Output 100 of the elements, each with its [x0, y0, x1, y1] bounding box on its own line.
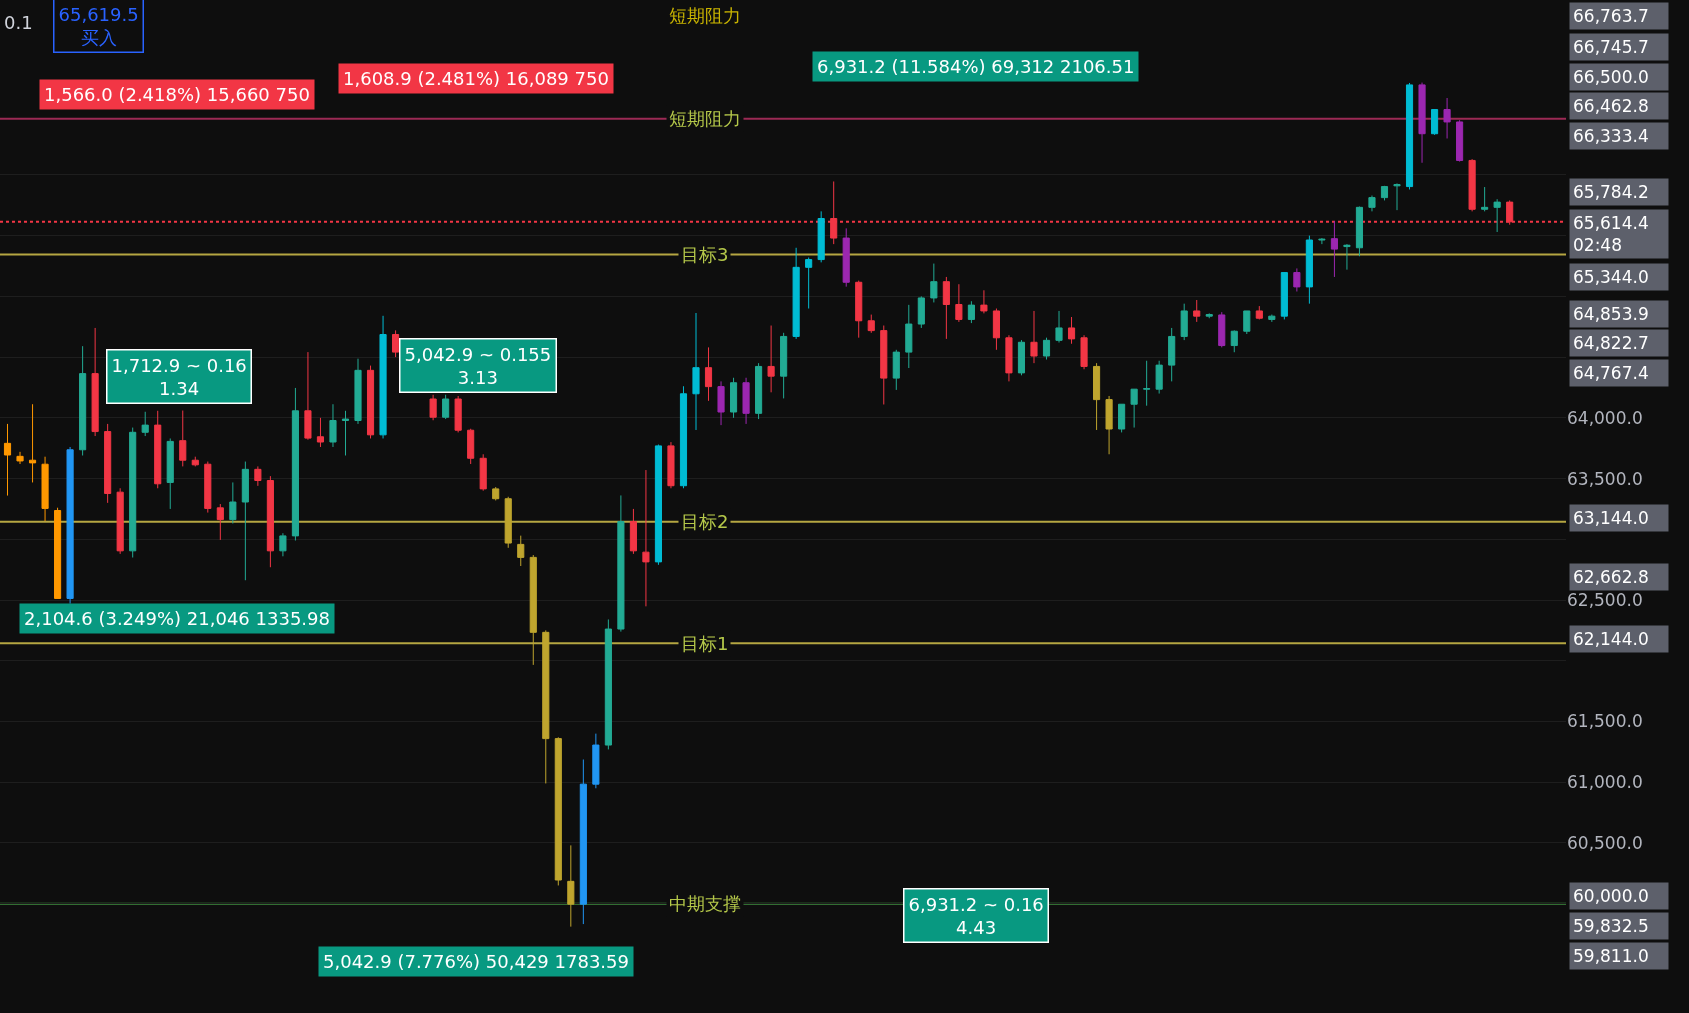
candlestick [930, 263, 938, 303]
annotation: 5,042.9 ~ 0.155 3.13 [404, 343, 552, 388]
candlestick [805, 257, 813, 310]
text: 66,333.4 [1573, 126, 1649, 146]
ref-line-label: 中期支撑 [669, 893, 741, 914]
candlestick [1218, 311, 1226, 348]
candlestick [79, 345, 87, 456]
candlestick [91, 327, 99, 437]
candlestick [1055, 310, 1063, 344]
candlestick [1280, 271, 1288, 320]
candlestick [955, 283, 963, 323]
candlestick [880, 325, 888, 405]
candlestick [717, 380, 725, 426]
candlestick [3, 423, 12, 497]
candlestick [492, 486, 500, 501]
candlestick [1343, 243, 1351, 271]
candlestick [104, 423, 112, 504]
candlestick [742, 377, 750, 425]
candlestick [354, 358, 362, 425]
candlestick [1456, 119, 1464, 163]
candlestick [729, 377, 738, 419]
candlestick [479, 453, 487, 492]
candlestick [617, 494, 625, 633]
annotation: 1,608.9 (2.481%) 16,089 750 [343, 68, 609, 89]
candlestick [1030, 310, 1038, 364]
candlestick [1418, 82, 1426, 164]
candlestick [692, 312, 700, 431]
annotation: 0.1 [4, 12, 33, 33]
text: 65,344.0 [1573, 267, 1649, 287]
candlestick [1017, 339, 1026, 376]
candlestick [266, 475, 274, 568]
candlestick [905, 304, 913, 369]
candlestick [629, 508, 637, 555]
annotation: 6,931.2 (11.584%) 69,312 2106.51 [817, 56, 1135, 77]
ref-line-label: 目标2 [681, 511, 729, 532]
candlestick [980, 289, 988, 314]
text: 65,614.4 02:48 [1573, 213, 1649, 256]
candlestick [16, 451, 24, 465]
candlestick [1230, 329, 1238, 353]
candlestick [1067, 316, 1076, 345]
candlestick [592, 733, 600, 789]
candlestick [942, 276, 950, 340]
text: 64,853.9 [1573, 304, 1649, 324]
candlestick [1443, 97, 1451, 139]
annotation: 65,619.5 买入 [58, 3, 139, 48]
y-tick-label: 63,500.0 [1567, 468, 1643, 489]
text: 66,763.7 [1573, 6, 1649, 26]
text: 66,745.7 [1573, 37, 1649, 57]
candlestick [792, 247, 800, 340]
candlestick [867, 314, 875, 334]
candlestick [1093, 362, 1101, 431]
candlestick [1155, 360, 1163, 395]
ref-line-label: 短期阻力 [669, 108, 741, 129]
candlestick [842, 227, 850, 288]
candlestick [392, 329, 400, 358]
y-tick-label: 61,500.0 [1567, 711, 1643, 732]
candlestick [204, 461, 212, 514]
candlestick [1168, 327, 1176, 382]
candlestick [442, 394, 450, 420]
candlestick [254, 465, 262, 487]
candlestick [1130, 388, 1138, 429]
candlestick [1243, 310, 1251, 335]
candlestick [1255, 305, 1263, 320]
candlestick [141, 411, 149, 437]
candlestick [166, 437, 174, 510]
y-tick-label: 60,500.0 [1567, 832, 1643, 853]
candlestick [1268, 314, 1276, 323]
candlestick [1080, 334, 1088, 370]
candlestick [429, 394, 437, 421]
candlestick [579, 759, 587, 925]
y-tick-label: 64,000.0 [1567, 407, 1643, 428]
candlestick [992, 308, 1000, 351]
candlestick [1118, 403, 1126, 433]
text: 62,144.0 [1573, 629, 1649, 649]
candlestick [504, 496, 512, 549]
candlestick [1355, 205, 1364, 257]
candlestick [1380, 185, 1389, 201]
ref-line-label: 目标1 [681, 633, 729, 654]
annotation: 6,931.2 ~ 0.16 4.43 [908, 893, 1044, 938]
candlestick [704, 346, 713, 402]
annotation: 5,042.9 (7.776%) 50,429 1783.59 [323, 951, 629, 972]
candlestick [892, 349, 900, 391]
candlestick [241, 461, 249, 581]
candlestick [1105, 395, 1113, 455]
candlestick [567, 844, 575, 928]
candlestick [654, 444, 663, 566]
candlestick [554, 736, 562, 886]
candlestick [1205, 312, 1213, 319]
annotation: 1,566.0 (2.418%) 15,660 750 [44, 84, 310, 105]
candlestick [28, 403, 37, 483]
candlestick [767, 325, 775, 393]
candlestick [542, 629, 550, 784]
text: 66,462.8 [1573, 96, 1649, 116]
candlestick [517, 535, 525, 567]
text: 64,822.7 [1573, 333, 1649, 353]
text: 59,811.0 [1573, 946, 1649, 966]
candlestick [967, 300, 975, 324]
text: 64,767.4 [1573, 363, 1649, 383]
candlestick [1180, 303, 1188, 341]
candlestick [66, 446, 74, 605]
